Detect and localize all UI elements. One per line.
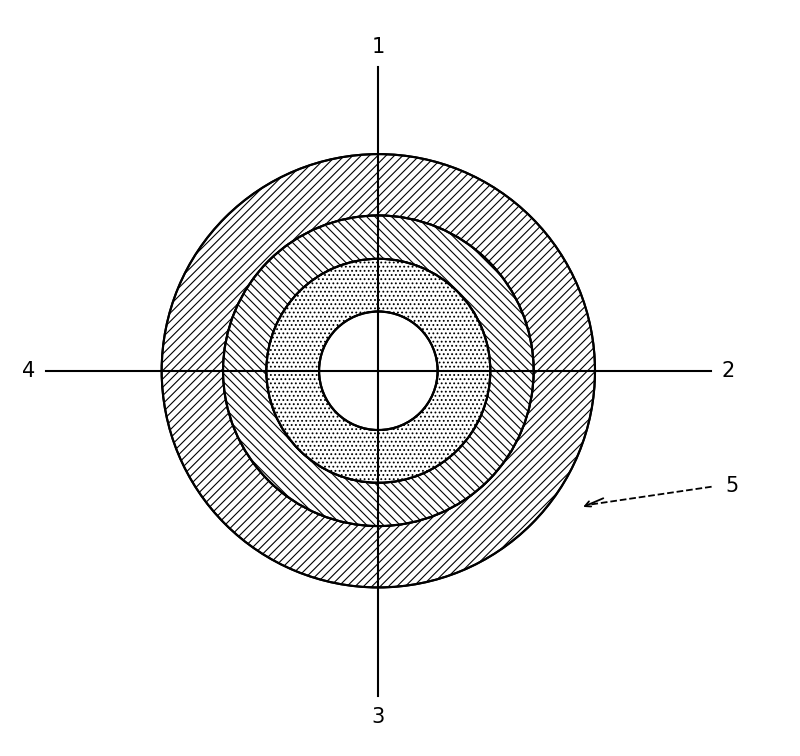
Text: 1: 1 xyxy=(372,36,385,57)
Circle shape xyxy=(319,311,438,430)
Text: 2: 2 xyxy=(722,361,734,381)
Text: 5: 5 xyxy=(725,476,738,497)
Text: 3: 3 xyxy=(372,707,385,727)
Text: 4: 4 xyxy=(22,361,35,381)
